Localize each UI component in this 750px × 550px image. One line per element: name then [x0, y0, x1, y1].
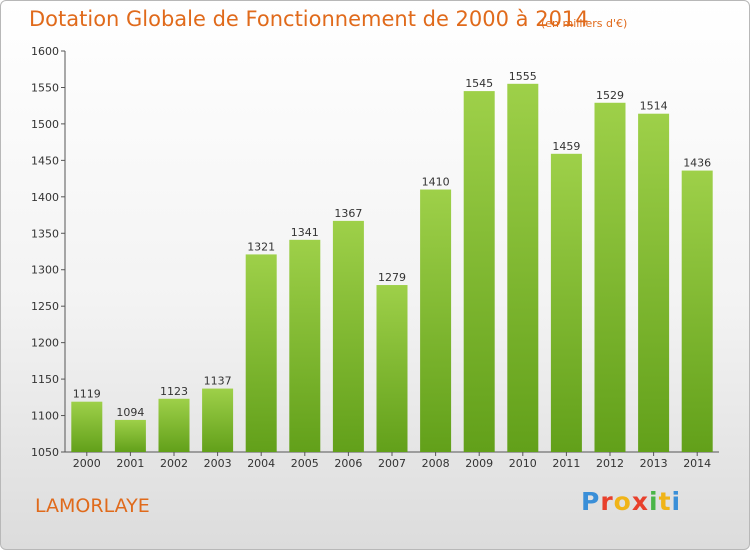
- y-tick-label: 1100: [31, 410, 59, 423]
- bar-value-label: 1367: [334, 207, 362, 220]
- bar-value-label: 1123: [160, 385, 188, 398]
- proxiti-logo[interactable]: Proxiti: [581, 487, 681, 516]
- x-tick-label: 2007: [378, 457, 406, 470]
- x-tick-label: 2003: [204, 457, 232, 470]
- x-tick-label: 2009: [465, 457, 493, 470]
- chart-unit: (en milliers d'€): [541, 17, 628, 30]
- logo-letter: i: [671, 487, 682, 516]
- bar-value-label: 1529: [596, 89, 624, 102]
- y-tick-label: 1350: [31, 227, 59, 240]
- bar: [332, 220, 364, 452]
- bar: [638, 113, 670, 453]
- bar: [114, 419, 146, 452]
- bar: [420, 189, 452, 452]
- y-tick-label: 1500: [31, 118, 59, 131]
- bar: [71, 401, 103, 452]
- bar-value-label: 1119: [73, 388, 101, 401]
- x-tick-label: 2011: [552, 457, 580, 470]
- bar: [202, 388, 234, 452]
- bar-value-label: 1410: [422, 176, 450, 189]
- y-tick-label: 1250: [31, 300, 59, 313]
- town-name: LAMORLAYE: [35, 495, 150, 517]
- bar: [550, 153, 582, 452]
- x-tick-label: 2006: [334, 457, 362, 470]
- logo-letter: o: [613, 487, 632, 516]
- bar: [463, 91, 495, 452]
- x-tick-label: 2001: [116, 457, 144, 470]
- logo-letter: x: [631, 487, 649, 516]
- x-tick-label: 2005: [291, 457, 319, 470]
- x-tick-label: 2008: [422, 457, 450, 470]
- x-tick-label: 2000: [73, 457, 101, 470]
- bar: [245, 254, 277, 452]
- bar-value-label: 1545: [465, 77, 493, 90]
- bar-value-label: 1279: [378, 271, 406, 284]
- y-tick-label: 1050: [31, 446, 59, 459]
- chart-title: Dotation Globale de Fonctionnement de 20…: [29, 7, 589, 31]
- bar-value-label: 1321: [247, 240, 275, 253]
- bar-value-label: 1459: [552, 140, 580, 153]
- x-tick-label: 2002: [160, 457, 188, 470]
- y-tick-label: 1400: [31, 191, 59, 204]
- bar: [681, 170, 713, 452]
- bar-value-label: 1555: [509, 70, 537, 83]
- y-tick-label: 1450: [31, 154, 59, 167]
- y-tick-label: 1550: [31, 81, 59, 94]
- bar-value-label: 1094: [116, 406, 144, 419]
- x-tick-label: 2010: [509, 457, 537, 470]
- bar-value-label: 1514: [640, 100, 668, 113]
- x-tick-label: 2014: [683, 457, 711, 470]
- logo-letter: r: [600, 487, 614, 516]
- bar: [289, 239, 321, 452]
- bar: [158, 398, 190, 452]
- bar: [594, 102, 626, 453]
- bar: [376, 285, 408, 452]
- y-tick-label: 1150: [31, 373, 59, 386]
- bar-value-label: 1341: [291, 226, 319, 239]
- x-tick-label: 2012: [596, 457, 624, 470]
- logo-letter: t: [658, 487, 672, 516]
- x-tick-label: 2004: [247, 457, 275, 470]
- y-tick-label: 1300: [31, 264, 59, 277]
- bar: [507, 83, 539, 453]
- y-tick-label: 1600: [31, 45, 59, 58]
- y-tick-label: 1200: [31, 337, 59, 350]
- bar-value-label: 1137: [204, 375, 232, 388]
- x-tick-label: 2013: [640, 457, 668, 470]
- logo-letter: P: [581, 487, 601, 516]
- bar-value-label: 1436: [683, 157, 711, 170]
- logo-letter: i: [649, 487, 659, 516]
